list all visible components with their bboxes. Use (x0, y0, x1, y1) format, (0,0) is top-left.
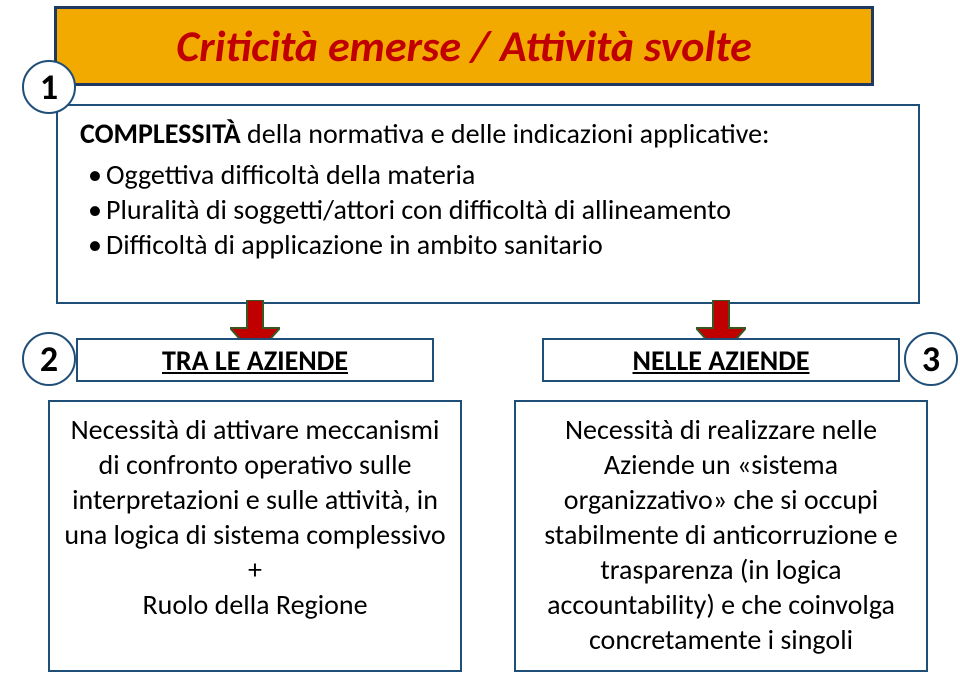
box1-lead: COMPLESSITÀ della normativa e delle indi… (80, 116, 770, 151)
box1-lead-bold: COMPLESSITÀ (80, 116, 241, 151)
box1-list: Oggettiva difficoltà della materia Plura… (80, 157, 900, 262)
box-complessita-inner: COMPLESSITÀ della normativa e delle indi… (58, 106, 918, 272)
title-box: Criticità emerse / Attività svolte (54, 6, 874, 86)
circle-2: 2 (22, 332, 76, 386)
slide: Criticità emerse / Attività svolte COMPL… (0, 0, 960, 684)
body-right-text: Necessità di realizzare nelle Aziende un… (544, 412, 897, 657)
box-complessita: COMPLESSITÀ della normativa e delle indi… (56, 104, 920, 304)
body-left: Necessità di attivare meccanismi di conf… (48, 400, 462, 672)
label-tra-le-aziende: TRA LE AZIENDE (76, 338, 434, 382)
circle-3: 3 (904, 332, 958, 386)
box1-item-3: Difficoltà di applicazione in ambito san… (80, 227, 900, 262)
label-left-text: TRA LE AZIENDE (162, 343, 348, 378)
body-left-text: Necessità di attivare meccanismi di conf… (64, 412, 445, 622)
label-nelle-aziende: NELLE AZIENDE (542, 338, 900, 382)
box1-item-2: Pluralità di soggetti/attori con diffico… (80, 192, 900, 227)
body-right: Necessità di realizzare nelle Aziende un… (514, 400, 928, 672)
circle-2-label: 2 (40, 337, 58, 381)
circle-3-label: 3 (922, 337, 940, 381)
title-text: Criticità emerse / Attività svolte (176, 19, 751, 73)
circle-1-label: 1 (40, 65, 58, 109)
box1-item-1: Oggettiva difficoltà della materia (80, 157, 900, 192)
box1-lead-rest: della normativa e delle indicazioni appl… (241, 116, 770, 151)
label-right-text: NELLE AZIENDE (633, 343, 810, 378)
circle-1: 1 (22, 60, 76, 114)
